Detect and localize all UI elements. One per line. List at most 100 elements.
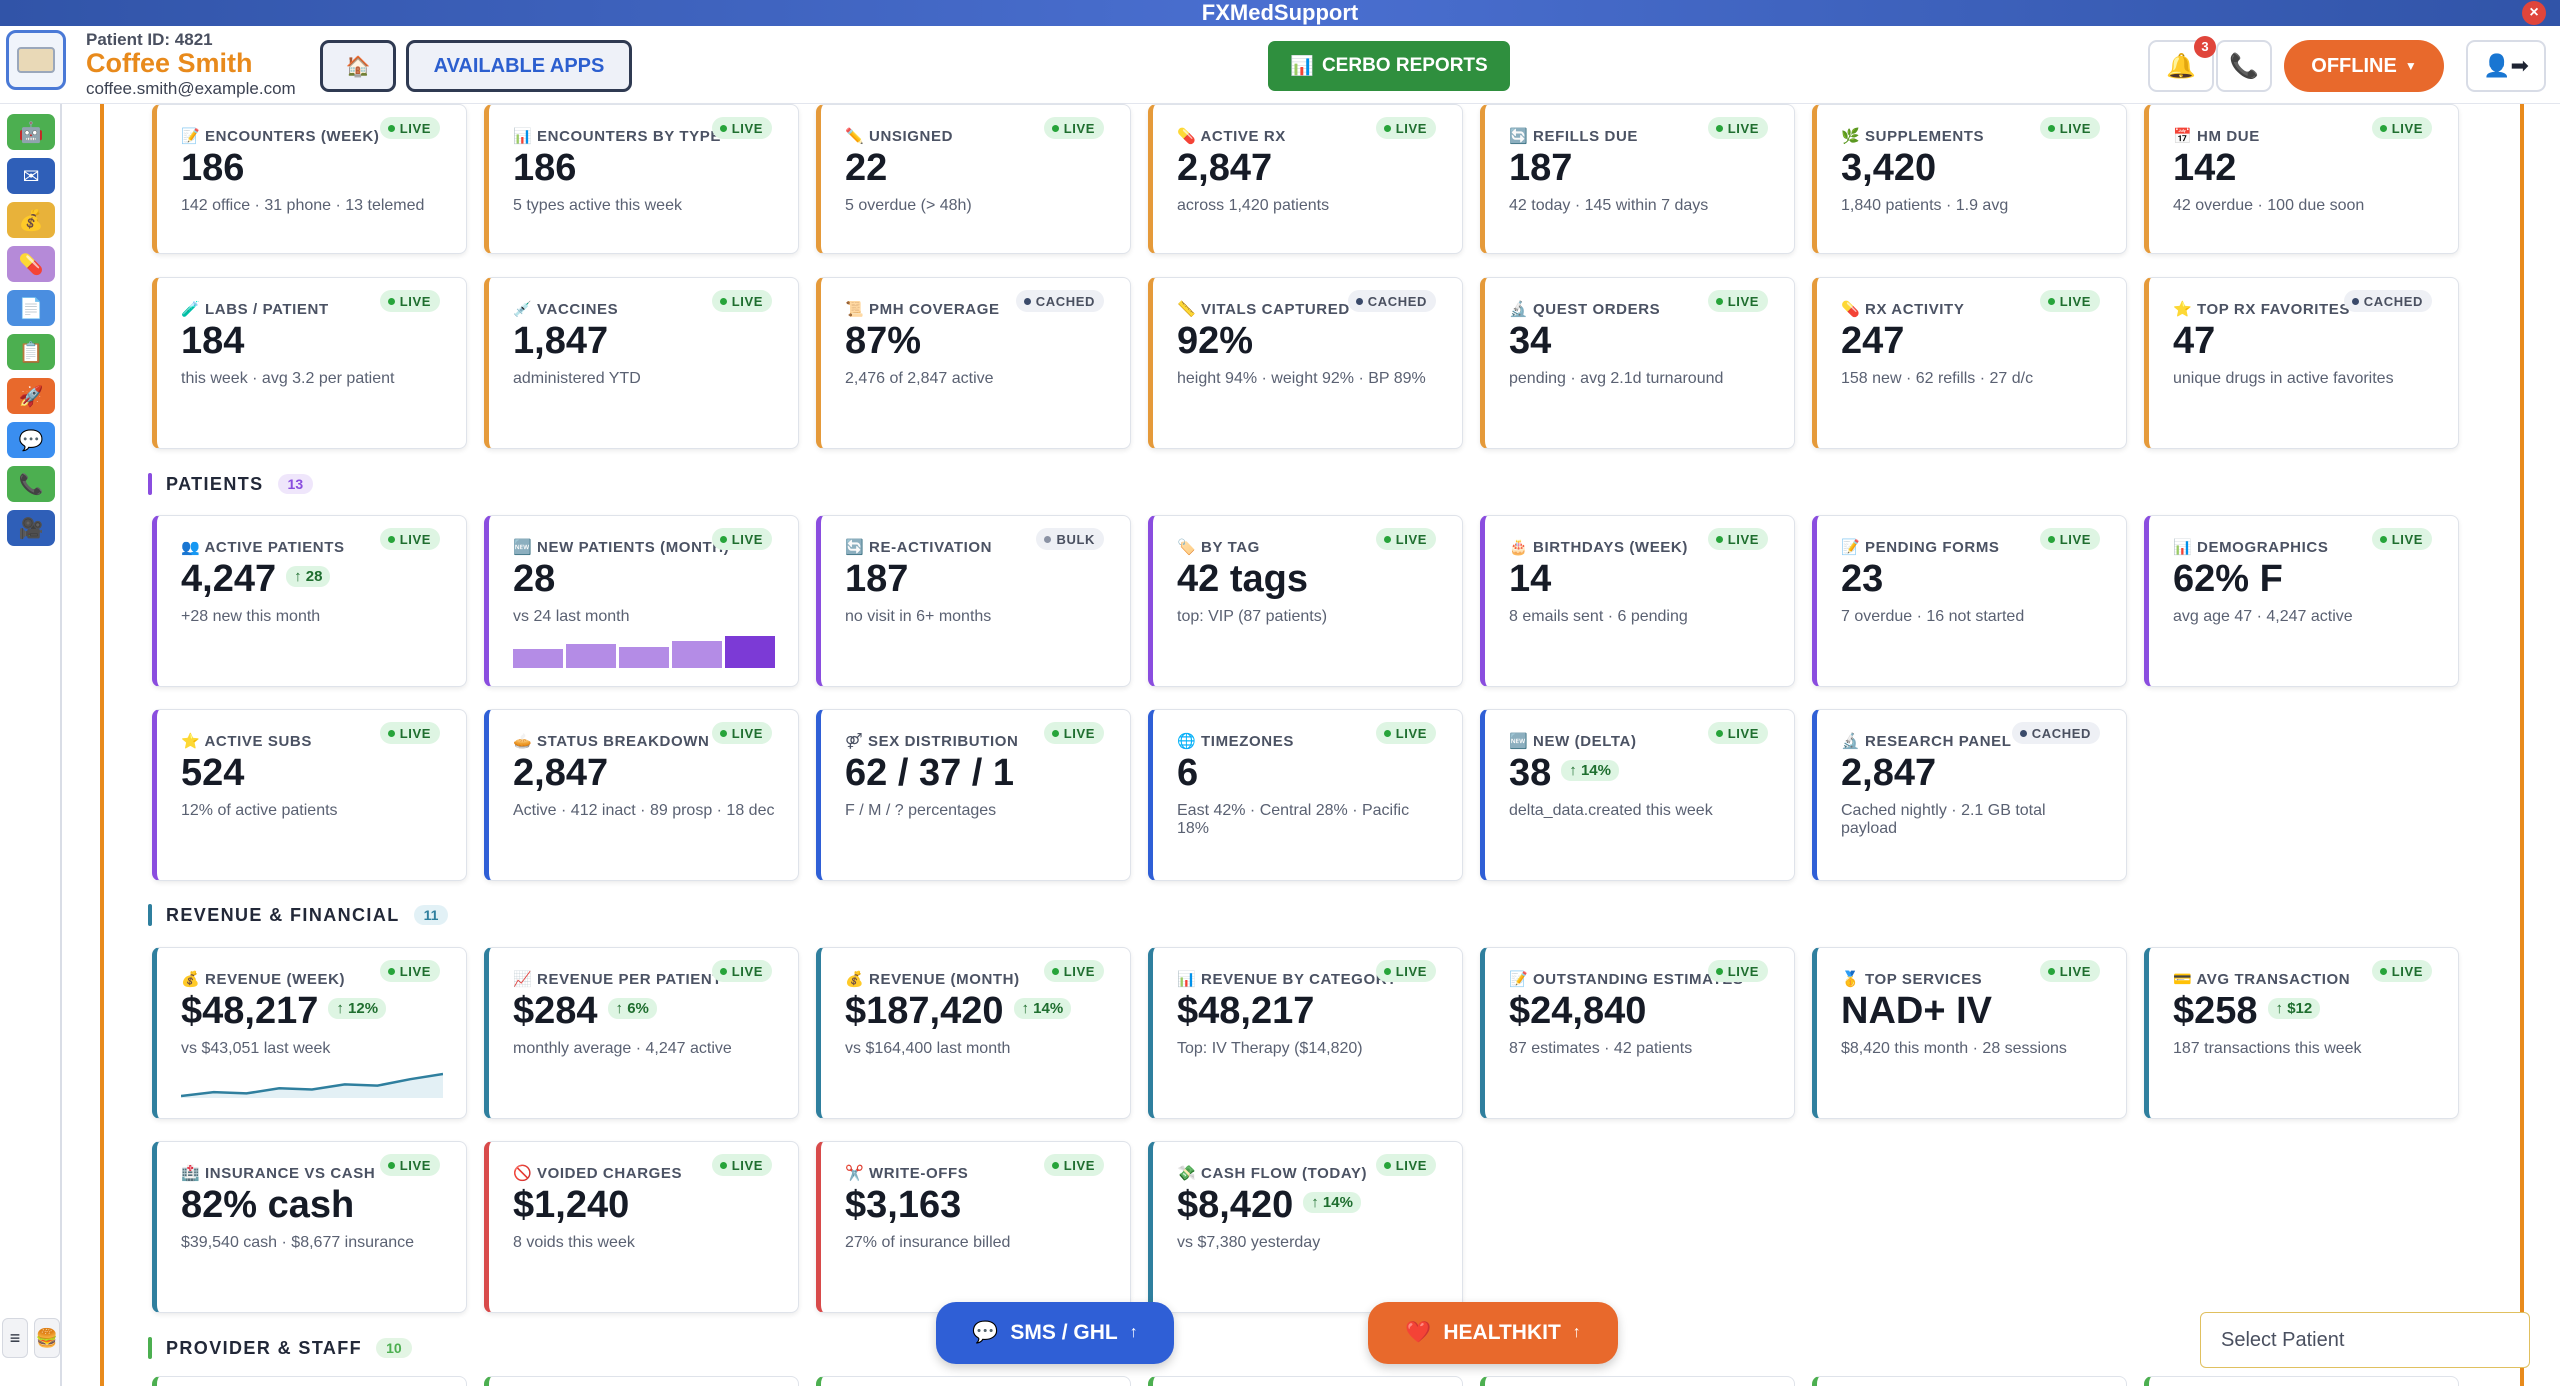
section-accent [148,1337,152,1359]
stat-tile-avg-transaction[interactable]: 💳 AVG TRANSACTION LIVE $258 ↑ $12 187 transa… [2144,947,2459,1119]
stat-tile-new-delta[interactable]: 🆕 NEW (DELTA) LIVE 38 ↑ 14% delta_data.creat… [1480,709,1795,881]
revenue-sparkline [181,1072,443,1098]
sms-ghl-button[interactable]: 💬 SMS / GHL ↑ [936,1302,1174,1364]
stat-tile-revenue-category[interactable]: 📊 REVENUE BY CATEGORY LIVE $48,217 Top: IV … [1148,947,1463,1119]
tile-subtext: 158 new · 62 refills · 27 d/c [1841,370,2034,387]
stat-tile-writeoffs[interactable]: ✂️ WRITE-OFFS LIVE $3,163 27% of insurance … [816,1141,1131,1313]
tile-value-text: 23 [1841,558,1884,600]
delta-badge: ↑ 14% [1303,1192,1361,1214]
stat-tile-vitals-captured[interactable]: 📏 VITALS CAPTURED CACHED 92% height 94% · w… [1148,277,1463,449]
tile-label: 🌿 SUPPLEMENTS [1841,128,1985,145]
stat-tile-insurance-cash[interactable]: 🏥 INSURANCE VS CASH LIVE 82% cash $39,540 c… [152,1141,467,1313]
status-badge: LIVE [1043,960,1104,982]
healthkit-button[interactable]: ❤️ HEALTHKIT ↑ [1368,1302,1618,1364]
available-apps-button[interactable]: AVAILABLE APPS [406,40,632,92]
tile-value: 38 ↑ 14% [1509,752,1619,795]
stat-tile-rx-activity[interactable]: 💊 RX ACTIVITY LIVE 247 158 new · 62 refills… [1812,277,2127,449]
stat-tile-timezones[interactable]: 🌐 TIMEZONES LIVE 6 East 42% · Central 28% ·… [1148,709,1463,881]
stat-tile-quest-orders[interactable]: 🔬 QUEST ORDERS LIVE 34 pending · avg 2.1d t… [1480,277,1795,449]
stat-tile-top-services[interactable]: 🥇 TOP SERVICES LIVE NAD+ IV $8,420 this mon… [1812,947,2127,1119]
status-dropdown[interactable]: OFFLINE ▼ [2284,40,2444,92]
stat-tile-unsigned[interactable]: ✏️ UNSIGNED LIVE 22 5 overdue (> 48h) [816,104,1131,254]
tile-label: 📅 HM DUE [2173,128,2260,145]
section-count: 11 [413,905,449,925]
provider-tile[interactable] [816,1376,1131,1386]
stat-tile-by-tag[interactable]: 🏷️ BY TAG LIVE 42 tags top: VIP (87 patient… [1148,515,1463,687]
switch-user-button[interactable]: 👤➡ [2466,40,2546,92]
sidebar-item[interactable]: 💊 [7,246,55,282]
provider-tile[interactable] [2144,1376,2459,1386]
stat-tile-pmh-coverage[interactable]: 📜 PMH COVERAGE CACHED 87% 2,476 of 2,847 ac… [816,277,1131,449]
delta-badge: ↑ 14% [1013,998,1072,1020]
provider-tile[interactable] [152,1376,467,1386]
sidebar-item[interactable]: 🎥 [7,510,55,546]
stat-tile-encounters-type[interactable]: 📊 ENCOUNTERS BY TYPE LIVE 186 5 types activ… [484,104,799,254]
stat-tile-new-patients[interactable]: 🆕 NEW PATIENTS (MONTH) LIVE 28 vs 24 last m… [484,515,799,687]
tile-value: 14 [1509,558,1551,601]
sidebar-item[interactable]: 🚀 [7,378,55,414]
healthkit-label: HEALTHKIT [1443,1321,1561,1344]
tile-value-text: 142 [2173,147,2237,189]
burger-icon[interactable]: 🍔 [34,1318,60,1358]
tile-subtext: 42 today · 145 within 7 days [1509,197,1709,214]
stat-tile-research-panel[interactable]: 🔬 RESEARCH PANEL CACHED 2,847 Cached nightl… [1812,709,2127,881]
stat-tile-status-breakdown[interactable]: 🥧 STATUS BREAKDOWN LIVE 2,847 Active · 412 … [484,709,799,881]
tile-value: $48,217 [1177,990,1314,1033]
stat-tile-vaccines[interactable]: 💉 VACCINES LIVE 1,847 administered YTD [484,277,799,449]
tile-value-text: 186 [513,147,577,189]
sidebar-item[interactable]: 📞 [7,466,55,502]
stat-tile-cash-flow[interactable]: 💸 CASH FLOW (TODAY) LIVE $8,420 ↑ 14% vs $7,… [1148,1141,1463,1313]
menu-icon[interactable]: ≡ [2,1318,28,1358]
stat-tile-labs-patient[interactable]: 🧪 LABS / PATIENT LIVE 184 this week · avg 3… [152,277,467,449]
stat-tile-supplements[interactable]: 🌿 SUPPLEMENTS LIVE 3,420 1,840 patients · 1… [1812,104,2127,254]
status-badge: LIVE [1707,722,1768,744]
stat-tile-birthdays[interactable]: 🎂 BIRTHDAYS (WEEK) LIVE 14 8 emails sent · … [1480,515,1795,687]
stat-tile-active-rx[interactable]: 💊 ACTIVE RX LIVE 2,847 across 1,420 patient… [1148,104,1463,254]
sidebar-item[interactable]: ✉ [7,158,55,194]
notifications-button[interactable]: 🔔 3 [2148,36,2216,92]
tile-label: 🔄 REFILLS DUE [1509,128,1638,145]
stat-tile-top-rx[interactable]: ⭐ TOP RX FAVORITES CACHED 47 unique drugs i… [2144,277,2459,449]
provider-tile[interactable] [1480,1376,1795,1386]
sidebar-item[interactable]: 💰 [7,202,55,238]
tile-value-text: 22 [845,147,888,189]
sidebar-item[interactable]: 📋 [7,334,55,370]
phone-button[interactable]: 📞 [2216,40,2272,92]
stat-tile-demographics[interactable]: 📊 DEMOGRAPHICS LIVE 62% F avg age 47 · 4,24… [2144,515,2459,687]
chat-icon: 💬 [972,1321,999,1344]
stat-tile-voided[interactable]: 🚫 VOIDED CHARGES LIVE $1,240 8 voids this w… [484,1141,799,1313]
tile-subtext: 7 overdue · 16 not started [1841,608,2025,625]
tile-subtext: vs 24 last month [513,608,630,625]
provider-tile[interactable] [1812,1376,2127,1386]
tile-value-text: 2,847 [513,752,609,794]
stat-tile-sex-distribution[interactable]: ⚤ SEX DISTRIBUTION LIVE 62 / 37 / 1 F / M /… [816,709,1131,881]
provider-tile[interactable] [1148,1376,1463,1386]
tile-label: 💸 CASH FLOW (TODAY) [1177,1165,1368,1182]
stat-tile-revenue-patient[interactable]: 📈 REVENUE PER PATIENT LIVE $284 ↑ 6% monthly… [484,947,799,1119]
tile-subtext: $8,420 this month · 28 sessions [1841,1040,2067,1057]
home-button[interactable]: 🏠 [320,40,396,92]
sidebar-item[interactable]: 💬 [7,422,55,458]
stat-tile-active-subs[interactable]: ⭐ ACTIVE SUBS LIVE 524 12% of active patien… [152,709,467,881]
patient-card-icon[interactable] [6,30,66,90]
stat-tile-pending-forms[interactable]: 📝 PENDING FORMS LIVE 23 7 overdue · 16 not … [1812,515,2127,687]
stat-tile-revenue-week[interactable]: 💰 REVENUE (WEEK) LIVE $48,217 ↑ 12% vs $43,0… [152,947,467,1119]
provider-tile[interactable] [484,1376,799,1386]
stat-tile-reactivation[interactable]: 🔄 RE-ACTIVATION BULK 187 no visit in 6+ mon… [816,515,1131,687]
select-patient-input[interactable]: Select Patient [2200,1312,2530,1368]
sidebar-item[interactable]: 📄 [7,290,55,326]
tile-label: 📝 ENCOUNTERS (WEEK) [181,128,380,145]
stat-tile-refills-due[interactable]: 🔄 REFILLS DUE LIVE 187 42 today · 145 withi… [1480,104,1795,254]
sidebar-item[interactable]: 🤖 [7,114,55,150]
tile-value: 92% [1177,320,1253,363]
stat-tile-hm-due[interactable]: 📅 HM DUE LIVE 142 42 overdue · 100 due soon [2144,104,2459,254]
stat-tile-revenue-month[interactable]: 💰 REVENUE (MONTH) LIVE $187,420 ↑ 14% vs $16… [816,947,1131,1119]
patient-name[interactable]: Coffee Smith [86,48,253,78]
status-badge: LIVE [1043,117,1104,139]
close-icon[interactable]: × [2522,1,2546,25]
stat-tile-encounters-week[interactable]: 📝 ENCOUNTERS (WEEK) LIVE 186 142 office · 3… [152,104,467,254]
stat-tile-outstanding[interactable]: 📝 OUTSTANDING ESTIMATES LIVE $24,840 87 est… [1480,947,1795,1119]
cerbo-reports-button[interactable]: 📊 CERBO REPORTS [1268,41,1510,91]
stat-tile-active-patients[interactable]: 👥 ACTIVE PATIENTS LIVE 4,247 ↑ 28 +28 new th… [152,515,467,687]
mini-bar [619,647,669,668]
